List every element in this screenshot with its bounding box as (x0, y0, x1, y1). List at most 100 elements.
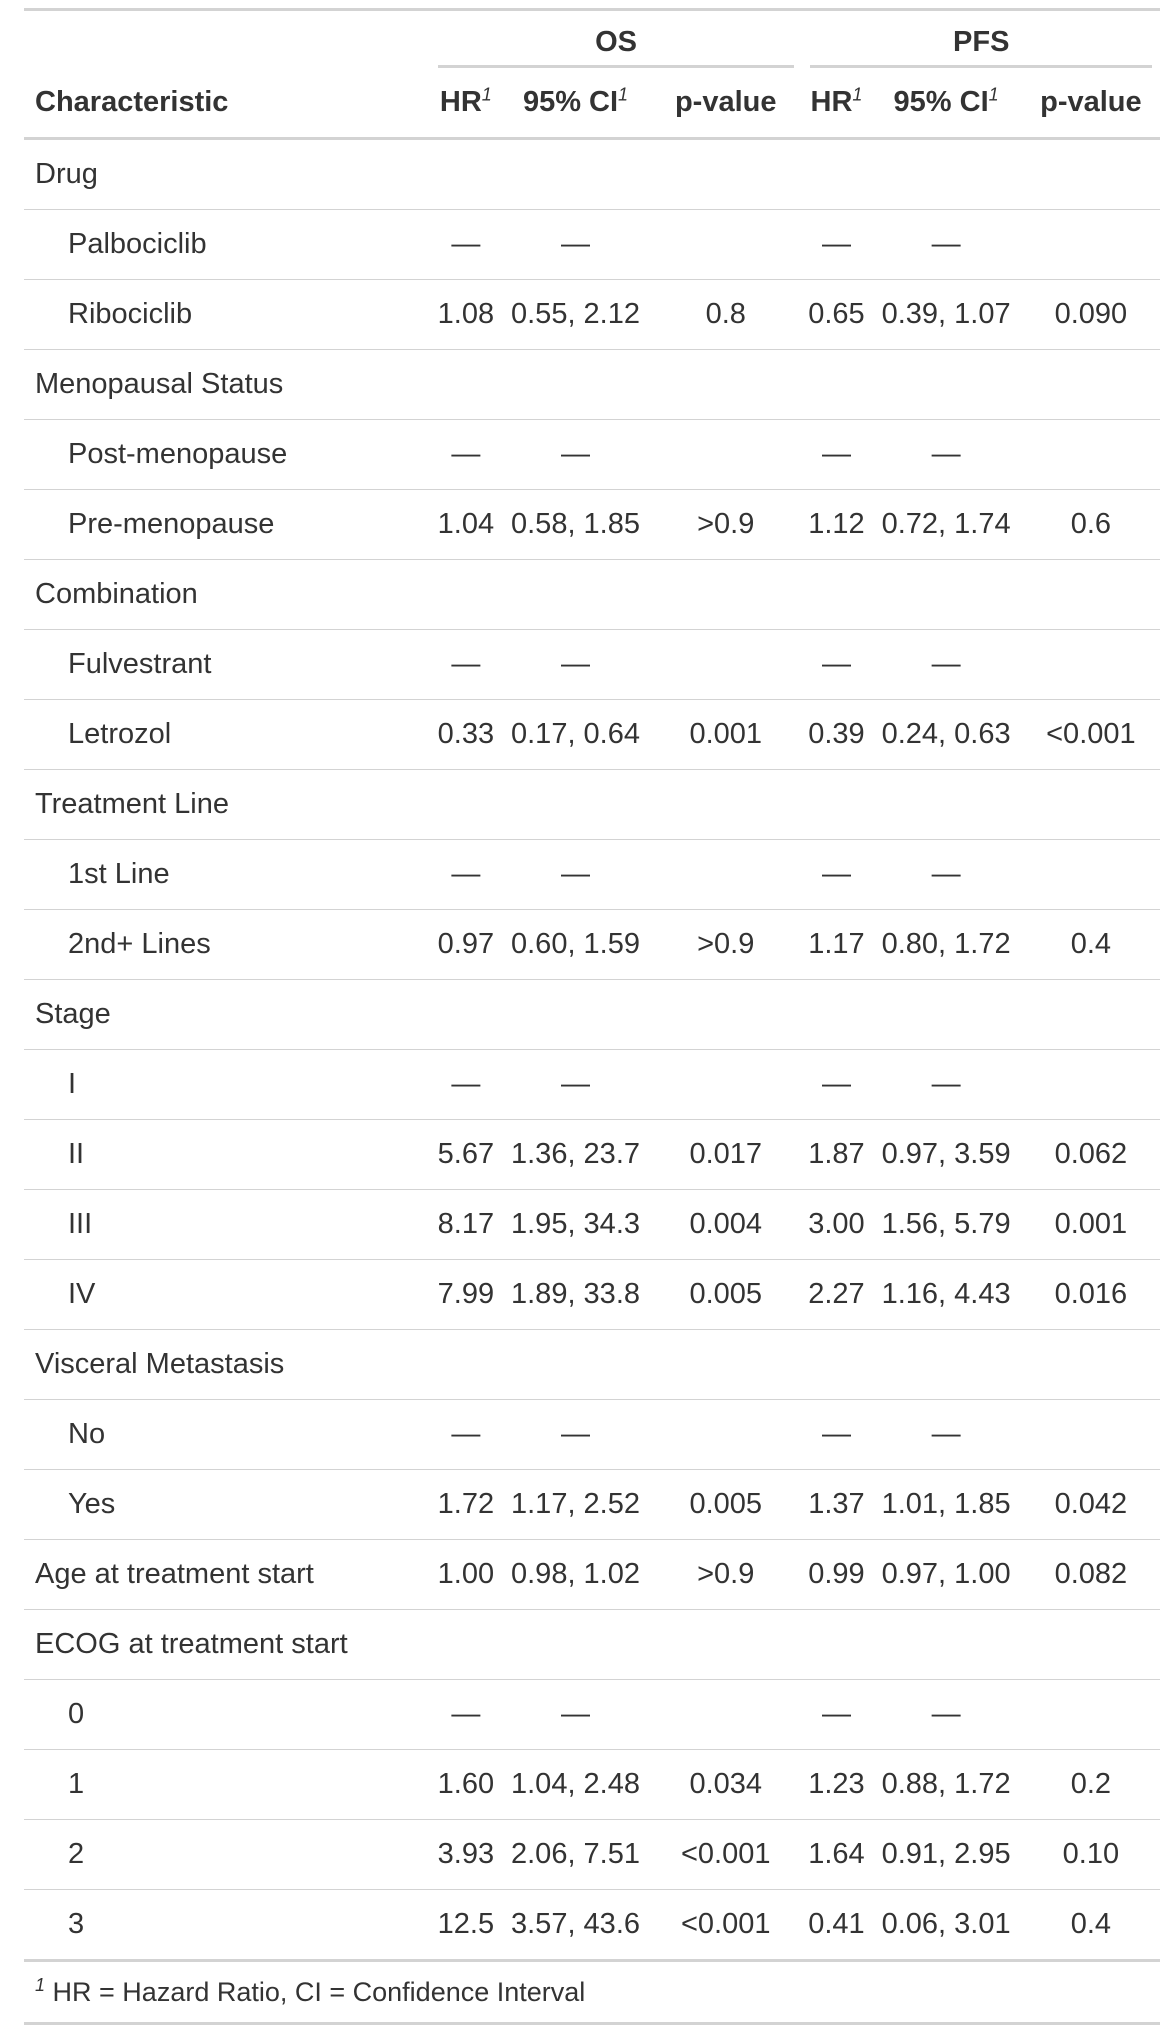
table-row: 2nd+ Lines 0.97 0.60, 1.59 >0.9 1.17 0.80, 1.… (24, 909, 1160, 980)
pfs-p-cell (1021, 1049, 1160, 1120)
table-row: Yes 1.72 1.17, 2.52 0.005 1.37 1.01, 1.85 0.04… (24, 1469, 1160, 1540)
os-hr-cell (429, 559, 503, 630)
row-label: 0 (24, 1679, 430, 1750)
header-os-hr: HR1 (429, 68, 503, 140)
os-p-cell: >0.9 (648, 1539, 803, 1610)
pfs-hr-cell (802, 559, 871, 630)
os-hr-cell (429, 349, 503, 420)
pfs-hr-cell (802, 1329, 871, 1400)
pfs-ci-cell: — (870, 839, 1022, 910)
pfs-hr-cell: 1.37 (802, 1469, 871, 1540)
pfs-ci-cell (870, 559, 1022, 630)
header-characteristic: Characteristic (24, 68, 430, 140)
row-label: Combination (24, 559, 430, 630)
pfs-ci-cell: — (870, 1399, 1022, 1470)
table-row: 3 12.5 3.57, 43.6 <0.001 0.41 0.06, 3.01 0.4 (24, 1889, 1160, 1962)
table-row: Stage (24, 979, 1160, 1050)
table-body: Drug Palbociclib — — — — Ribociclib 1.08 0.55, 2… (24, 138, 1160, 1962)
pfs-ci-cell (870, 138, 1022, 210)
row-label: Pre-menopause (24, 489, 430, 560)
table-row: Drug (24, 138, 1160, 210)
pfs-ci-cell: 0.91, 2.95 (870, 1819, 1022, 1890)
os-ci-cell: — (502, 419, 649, 490)
row-label: Palbociclib (24, 209, 430, 280)
pfs-p-cell (1021, 1609, 1160, 1680)
row-label: I (24, 1049, 430, 1120)
table-row: Visceral Metastasis (24, 1329, 1160, 1400)
os-hr-cell (429, 769, 503, 840)
os-hr-cell: 1.60 (429, 1749, 503, 1820)
os-p-cell (648, 1049, 803, 1120)
header-os-hr-label: HR (439, 86, 482, 118)
os-p-cell (648, 138, 803, 210)
table-row: Age at treatment start 1.00 0.98, 1.02 >0.9… (24, 1539, 1160, 1610)
os-p-cell (648, 1329, 803, 1400)
os-hr-cell: — (429, 419, 503, 490)
os-ci-cell: 0.98, 1.02 (502, 1539, 649, 1610)
header-pfs-p: p-value (1021, 68, 1160, 140)
footnote-mark: 1 (618, 84, 629, 105)
pfs-p-cell (1021, 1679, 1160, 1750)
os-ci-cell: — (502, 1399, 649, 1470)
os-p-cell (648, 349, 803, 420)
pfs-hr-cell: 0.41 (802, 1889, 871, 1962)
pfs-ci-cell (870, 1329, 1022, 1400)
row-label: No (24, 1399, 430, 1470)
os-p-cell: 0.005 (648, 1469, 803, 1540)
pfs-ci-cell: — (870, 1049, 1022, 1120)
os-hr-cell: 0.97 (429, 909, 503, 980)
pfs-p-cell: 0.082 (1021, 1539, 1160, 1610)
os-p-cell (648, 559, 803, 630)
os-hr-cell: 3.93 (429, 1819, 503, 1890)
os-p-cell (648, 419, 803, 490)
table-row: Ribociclib 1.08 0.55, 2.12 0.8 0.65 0.39, 1.0… (24, 279, 1160, 350)
pfs-p-cell: <0.001 (1021, 699, 1160, 770)
pfs-p-cell: 0.001 (1021, 1189, 1160, 1260)
row-label: IV (24, 1259, 430, 1330)
os-hr-cell: 12.5 (429, 1889, 503, 1962)
row-label: II (24, 1119, 430, 1190)
pfs-ci-cell: — (870, 1679, 1022, 1750)
footnote-row: 1 HR = Hazard Ratio, CI = Confidence Int… (24, 1960, 1160, 2025)
pfs-hr-cell (802, 979, 871, 1050)
os-hr-cell: 1.04 (429, 489, 503, 560)
pfs-hr-cell: — (802, 629, 871, 700)
pfs-p-cell: 0.6 (1021, 489, 1160, 560)
pfs-hr-cell (802, 769, 871, 840)
os-hr-cell: 5.67 (429, 1119, 503, 1190)
footnote-mark: 1 (852, 84, 863, 105)
pfs-p-cell (1021, 209, 1160, 280)
os-ci-cell: — (502, 1679, 649, 1750)
os-ci-cell: 1.36, 23.7 (502, 1119, 649, 1190)
os-hr-cell (429, 1609, 503, 1680)
pfs-p-cell (1021, 629, 1160, 700)
pfs-p-cell (1021, 1399, 1160, 1470)
pfs-hr-cell: — (802, 1399, 871, 1470)
os-p-cell (648, 1609, 803, 1680)
pfs-p-cell: 0.2 (1021, 1749, 1160, 1820)
pfs-p-cell (1021, 419, 1160, 490)
header-pfs-hr: HR1 (802, 68, 871, 140)
header-pfs-ci-label: 95% CI (893, 86, 989, 118)
os-ci-cell: — (502, 209, 649, 280)
pfs-ci-cell: 0.06, 3.01 (870, 1889, 1022, 1962)
row-label: Treatment Line (24, 769, 430, 840)
os-ci-cell: — (502, 1049, 649, 1120)
table-row: IV 7.99 1.89, 33.8 0.005 2.27 1.16, 4.43 0.016 (24, 1259, 1160, 1330)
os-hr-cell: 7.99 (429, 1259, 503, 1330)
os-ci-cell: 0.58, 1.85 (502, 489, 649, 560)
os-hr-cell: — (429, 839, 503, 910)
row-label: 1st Line (24, 839, 430, 910)
pfs-ci-cell (870, 769, 1022, 840)
column-header-row: Characteristic HR1 95% CI1 p-value HR1 9… (24, 68, 1160, 140)
os-ci-cell: 0.17, 0.64 (502, 699, 649, 770)
os-ci-cell (502, 979, 649, 1050)
table-row: I — — — — (24, 1049, 1160, 1120)
pfs-hr-cell: — (802, 209, 871, 280)
row-label: Fulvestrant (24, 629, 430, 700)
os-hr-cell: 1.72 (429, 1469, 503, 1540)
os-hr-cell: 1.00 (429, 1539, 503, 1610)
pfs-hr-cell: — (802, 1049, 871, 1120)
pfs-ci-cell: 0.97, 1.00 (870, 1539, 1022, 1610)
row-label: 3 (24, 1889, 430, 1962)
